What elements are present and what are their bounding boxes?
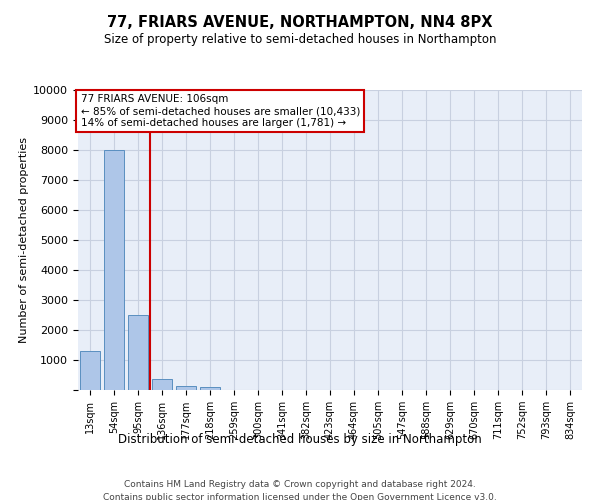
Text: 77 FRIARS AVENUE: 106sqm
← 85% of semi-detached houses are smaller (10,433)
14% : 77 FRIARS AVENUE: 106sqm ← 85% of semi-d…	[80, 94, 360, 128]
Text: 77, FRIARS AVENUE, NORTHAMPTON, NN4 8PX: 77, FRIARS AVENUE, NORTHAMPTON, NN4 8PX	[107, 15, 493, 30]
Bar	[80, 351, 100, 390]
Bar	[176, 386, 196, 390]
Bar	[128, 315, 148, 390]
Text: Size of property relative to semi-detached houses in Northampton: Size of property relative to semi-detach…	[104, 32, 496, 46]
Y-axis label: Number of semi-detached properties: Number of semi-detached properties	[19, 137, 29, 343]
Text: Contains HM Land Registry data © Crown copyright and database right 2024.: Contains HM Land Registry data © Crown c…	[124, 480, 476, 489]
Text: Distribution of semi-detached houses by size in Northampton: Distribution of semi-detached houses by …	[118, 432, 482, 446]
Bar	[104, 150, 124, 390]
Bar	[200, 387, 220, 390]
Text: Contains public sector information licensed under the Open Government Licence v3: Contains public sector information licen…	[103, 492, 497, 500]
Bar	[152, 378, 172, 390]
